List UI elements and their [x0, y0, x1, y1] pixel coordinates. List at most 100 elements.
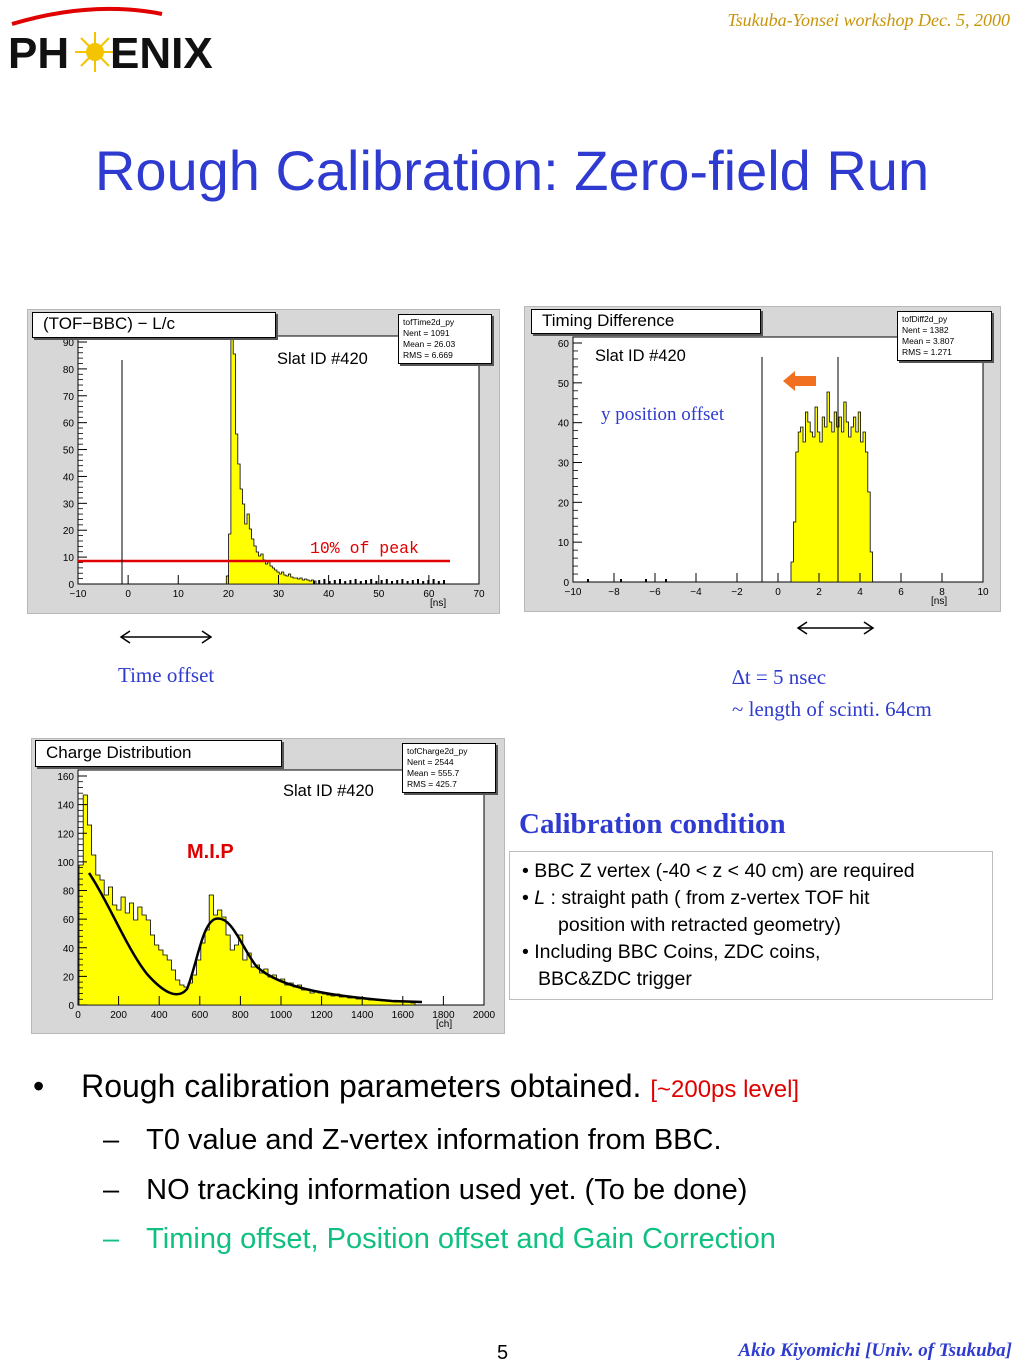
- histogram-bin: [406, 581, 409, 584]
- condition-item: • L : straight path ( from z-vertex TOF …: [522, 887, 870, 909]
- x-tick-label: −8: [608, 587, 620, 598]
- footer-author: Akio Kiyomichi [Univ. of Tsukuba]: [738, 1340, 1012, 1361]
- y-tick-label: 160: [57, 772, 74, 783]
- histogram-bin: [665, 579, 667, 582]
- diff-histogram: 0 10 20 30 40 50 60 −10 −8 −6 −4 −2 0 2 4 6 8 10: [558, 336, 989, 598]
- x-tick-label: 70: [473, 589, 485, 600]
- y-tick-label: 80: [63, 365, 75, 376]
- x-tick-label: 50: [373, 589, 385, 600]
- x-tick-label: 60: [423, 589, 435, 600]
- stats-entries: Nent = 2544: [407, 757, 454, 767]
- x-tick-label: 2000: [473, 1010, 496, 1021]
- fit-curve: [87, 872, 423, 1004]
- x-tick-label: 2: [816, 587, 822, 598]
- condition-item: • BBC Z vertex (-40 < z < 40 cm) are req…: [522, 860, 915, 882]
- y-tick-label: 90: [63, 338, 75, 349]
- x-tick-label: 6: [898, 587, 904, 598]
- histogram-bin: [328, 581, 331, 584]
- histogram-bin: [437, 581, 440, 584]
- x-tick-label: 600: [191, 1010, 208, 1021]
- x-tick-label: −2: [731, 587, 743, 598]
- stats-mean: Mean = 3.807: [902, 336, 955, 346]
- condition-item: • Including BBC Coins, ZDC coins,: [522, 941, 821, 963]
- left-arrow-icon: [783, 371, 816, 391]
- workshop-header: Tsukuba-Yonsei workshop Dec. 5, 2000: [727, 10, 1010, 30]
- x-tick-label: 1200: [310, 1010, 333, 1021]
- charge-slat-label: Slat ID #420: [283, 782, 374, 800]
- x-tick-label: 1600: [392, 1010, 415, 1021]
- x-tick-label: 30: [273, 589, 285, 600]
- histogram-bin: [432, 579, 435, 584]
- condition-item-cont: position with retracted geometry): [558, 914, 841, 936]
- y-tick-label: 80: [63, 887, 75, 898]
- y-tick-label: 20: [63, 526, 75, 537]
- y-tick-label: 20: [63, 972, 75, 983]
- histogram-bars: [790, 391, 873, 583]
- histogram-bin: [339, 579, 341, 584]
- precision-note: [~200ps level]: [650, 1076, 800, 1103]
- y-tick-label: 60: [63, 419, 75, 430]
- y-position-offset-label: y position offset: [601, 404, 725, 425]
- histogram-bin: [344, 581, 347, 584]
- y-tick-label: 50: [558, 379, 570, 390]
- x-tick-label: 20: [223, 589, 235, 600]
- y-tick-label: 70: [63, 392, 75, 403]
- x-tick-label: 4: [857, 587, 863, 598]
- tof-unit-label: [ns]: [430, 598, 447, 609]
- stats-entries: Nent = 1382: [902, 325, 949, 335]
- delta-t-label: ∆t = 5 nsec: [732, 665, 827, 689]
- y-tick-label: 120: [57, 829, 74, 840]
- x-tick-label: 800: [232, 1010, 249, 1021]
- histogram-bin: [380, 580, 383, 584]
- mip-label: M.I.P: [187, 841, 234, 863]
- y-tick-label: 30: [63, 499, 75, 510]
- histogram-bin: [359, 581, 362, 584]
- histogram-bin: [313, 581, 315, 584]
- y-tick-label: 40: [63, 944, 75, 955]
- x-tick-label: 1000: [270, 1010, 293, 1021]
- svg-text:PH: PH: [8, 29, 69, 78]
- diff-stats-box: tofDiff2d_py Nent = 1382 Mean = 3.807 RM…: [897, 311, 992, 361]
- histogram-bin: [318, 580, 321, 584]
- x-tick-label: 8: [939, 587, 945, 598]
- y-tick-label: 60: [63, 915, 75, 926]
- histogram-bin: [333, 580, 336, 584]
- histogram-bin: [365, 580, 367, 584]
- charge-histogram-panel: 0 20 40 60 80 100 120 140 160 0 200 400 600 800 1000 12…: [31, 738, 505, 1034]
- diff-slat-label: Slat ID #420: [595, 347, 686, 365]
- x-tick-label: 10: [977, 587, 989, 598]
- stats-name: tofCharge2d_py: [407, 746, 468, 756]
- diff-unit-label: [ns]: [931, 596, 948, 607]
- histogram-bin: [323, 579, 326, 584]
- stats-rms: RMS = 1.271: [902, 347, 952, 357]
- histogram-bin: [417, 579, 419, 584]
- histogram-bin: [422, 581, 425, 584]
- tof-histogram-title: (TOF−BBC) − L/c: [32, 312, 276, 338]
- x-tick-label: 0: [75, 1010, 81, 1021]
- histogram-bin: [370, 579, 373, 584]
- tof-slat-label: Slat ID #420: [277, 350, 368, 368]
- histogram-bin: [443, 580, 445, 584]
- histogram-bin: [349, 580, 352, 584]
- x-tick-label: −4: [690, 587, 702, 598]
- x-tick-label: 1800: [432, 1010, 455, 1021]
- histogram-bin: [396, 580, 399, 584]
- calibration-condition-title: Calibration condition: [519, 808, 786, 840]
- time-offset-label: Time offset: [118, 663, 215, 687]
- x-tick-label: −10: [565, 587, 582, 598]
- y-tick-label: 0: [68, 580, 74, 591]
- y-tick-label: 100: [57, 858, 74, 869]
- histogram-bin: [385, 579, 388, 584]
- x-tick-label: 0: [125, 589, 131, 600]
- tof-stats-box: tofTime2d_py Nent = 1091 Mean = 26.03 RM…: [398, 314, 492, 364]
- y-tick-label: 60: [558, 339, 570, 350]
- svg-text:ENIX: ENIX: [110, 29, 213, 78]
- y-tick-label: 40: [63, 472, 75, 483]
- histogram-bin: [587, 579, 589, 582]
- delta-t-arrow: [796, 621, 875, 635]
- diff-histogram-title: Timing Difference: [531, 309, 761, 334]
- sub-bullet: – T0 value and Z-vertex information from …: [103, 1124, 722, 1156]
- slide-title: Rough Calibration: Zero-field Run: [94, 139, 930, 202]
- x-tick-label: 1400: [351, 1010, 374, 1021]
